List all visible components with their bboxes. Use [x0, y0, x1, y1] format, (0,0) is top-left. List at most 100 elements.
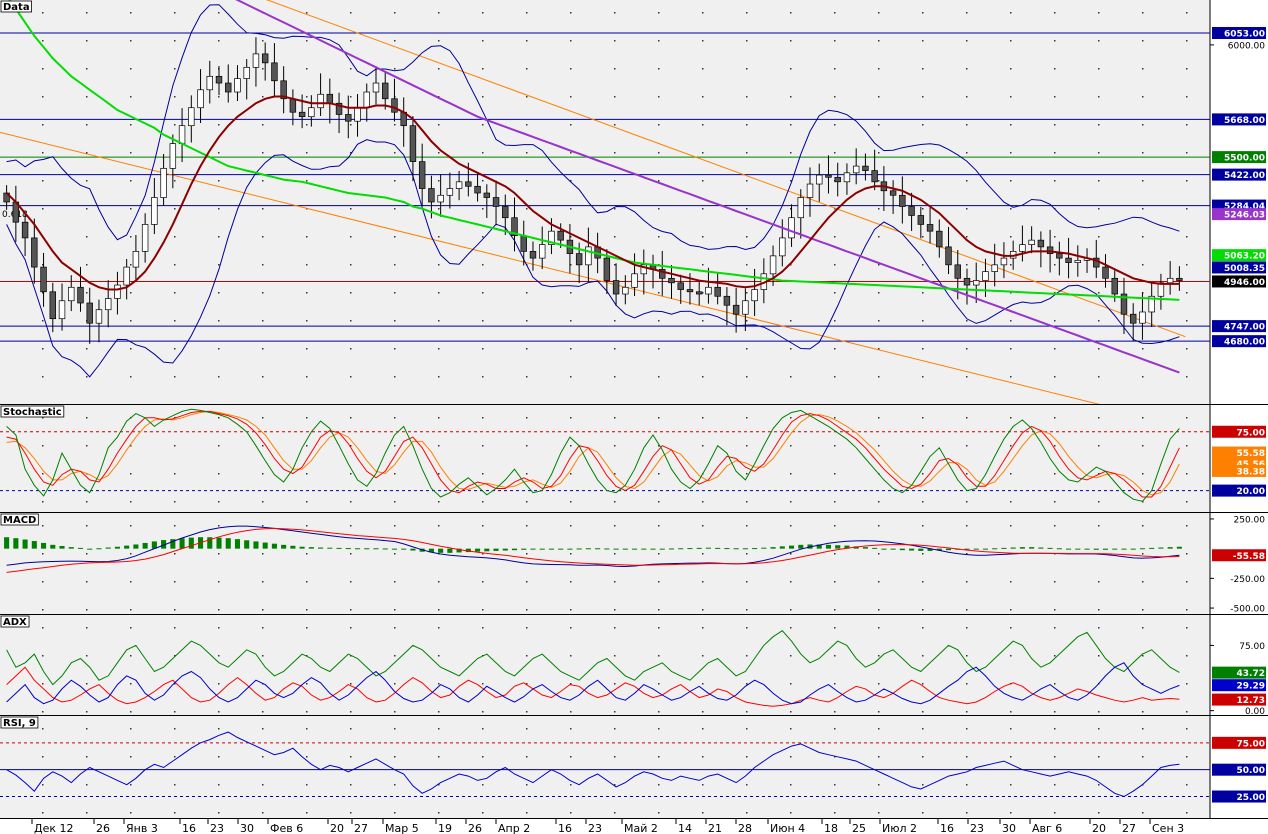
- y-tick-label: 75.00: [1239, 642, 1265, 652]
- grid-dot: [130, 96, 132, 98]
- candle-body: [363, 91, 370, 109]
- grid-dot: [482, 236, 484, 238]
- x-tick-label: Фев 6: [270, 822, 303, 834]
- grid-dot: [570, 264, 572, 266]
- macd-histogram-bar: [105, 547, 111, 549]
- grid: [42, 728, 1188, 814]
- grid-dot: [174, 445, 176, 447]
- grid-dot: [966, 445, 968, 447]
- x-tick-label: 21: [708, 822, 722, 834]
- macd-histogram-bar: [318, 547, 324, 549]
- grid-dot: [570, 581, 572, 583]
- grid-dot: [746, 12, 748, 14]
- grid-dot: [1186, 180, 1188, 182]
- candle-body: [1129, 313, 1137, 324]
- di-plus-line: [6, 662, 1180, 705]
- grid-dot: [966, 473, 968, 475]
- grid-dot: [218, 473, 220, 475]
- macd-histogram-bar: [567, 548, 573, 550]
- grid-dot: [966, 12, 968, 14]
- grid-dot: [86, 68, 88, 70]
- candle-body: [95, 309, 103, 324]
- macd-histogram-bar: [1130, 548, 1136, 550]
- grid-dot: [1142, 655, 1144, 657]
- macd-histogram-bar: [68, 547, 74, 549]
- value-tag: [1212, 335, 1266, 348]
- grid-dot: [42, 525, 44, 527]
- grid-dot: [834, 445, 836, 447]
- grid-dot: [614, 417, 616, 419]
- grid-dot: [526, 292, 528, 294]
- grid-dot: [658, 152, 660, 154]
- grid-dot: [218, 683, 220, 685]
- grid-dot: [394, 581, 396, 583]
- x-tick-label: 23: [970, 822, 984, 834]
- grid-dot: [614, 627, 616, 629]
- grid-dot: [1098, 784, 1100, 786]
- value-tag: [1212, 113, 1266, 126]
- grid-dot: [1010, 236, 1012, 238]
- grid-dot: [350, 784, 352, 786]
- grid-dot: [438, 124, 440, 126]
- grid-dot: [1186, 124, 1188, 126]
- candle-body: [483, 192, 491, 198]
- bollinger-upper: [6, 4, 1180, 251]
- grid-dot: [922, 473, 924, 475]
- grid-dot: [702, 812, 704, 814]
- grid-dot: [746, 417, 748, 419]
- grid-dot: [922, 525, 924, 527]
- grid-dot: [218, 525, 220, 527]
- grid-dot: [1054, 348, 1056, 350]
- grid-dot: [1186, 152, 1188, 154]
- macd-histogram-bar: [308, 547, 314, 549]
- macd-histogram-bar: [964, 548, 970, 550]
- value-tag-label: 6053.00: [1224, 29, 1265, 39]
- grid-dot: [42, 152, 44, 154]
- grid-dot: [86, 152, 88, 154]
- candle-body: [677, 282, 684, 290]
- grid-dot: [350, 473, 352, 475]
- grid-dot: [746, 68, 748, 70]
- grid-dot: [834, 756, 836, 758]
- grid-dot: [1010, 445, 1012, 447]
- grid-dot: [570, 784, 572, 786]
- candle-body: [446, 188, 454, 196]
- macd-histogram-bar: [456, 548, 462, 553]
- grid-dot: [130, 655, 132, 657]
- grid-dot: [1098, 501, 1100, 503]
- macd-histogram-bar: [1093, 548, 1099, 550]
- panel-title-box: [0, 513, 39, 526]
- grid-dot: [966, 320, 968, 322]
- candle-body: [465, 181, 472, 187]
- grid-dot: [878, 812, 880, 814]
- candle-body: [622, 286, 629, 295]
- grid-dot: [658, 553, 660, 555]
- macd-histogram-bar: [742, 548, 748, 550]
- value-tag: [1212, 151, 1266, 164]
- grid-dot: [86, 756, 88, 758]
- grid-dot: [262, 320, 264, 322]
- grid-dot: [746, 609, 748, 611]
- grid-dot: [482, 627, 484, 629]
- grid-dot: [482, 501, 484, 503]
- grid-dot: [1054, 655, 1056, 657]
- grid-dot: [614, 711, 616, 713]
- macd-histogram-bar: [521, 548, 527, 550]
- value-tag: [1212, 736, 1266, 749]
- grid-dot: [702, 376, 704, 378]
- grid-dot: [306, 236, 308, 238]
- grid-dot: [306, 445, 308, 447]
- grid-dot: [1098, 473, 1100, 475]
- grid-dot: [658, 124, 660, 126]
- grid-dot: [438, 784, 440, 786]
- panel-title: Data: [3, 2, 30, 13]
- macd-histogram-bar: [733, 548, 739, 550]
- candle-body: [982, 271, 989, 281]
- grid-dot: [42, 728, 44, 730]
- grid-dot: [658, 417, 660, 419]
- candle-body: [1157, 282, 1165, 297]
- grid: [42, 417, 1188, 503]
- grid-dot: [614, 525, 616, 527]
- grid-dot: [1186, 581, 1188, 583]
- grid-dot: [482, 96, 484, 98]
